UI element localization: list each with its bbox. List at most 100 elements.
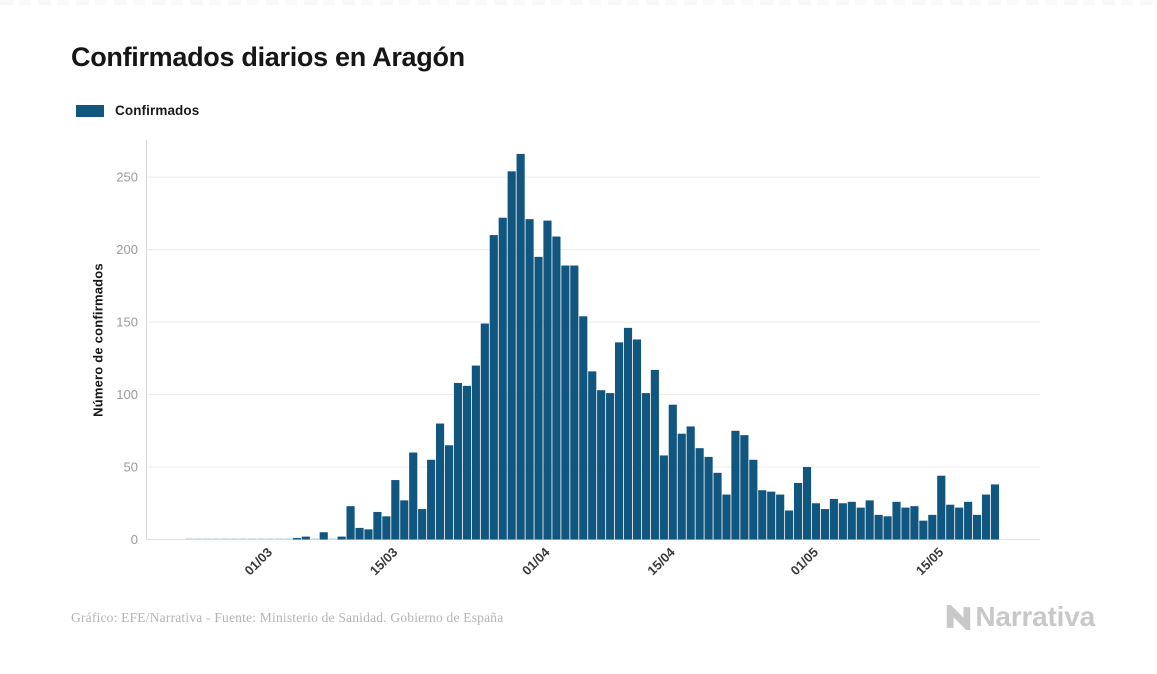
bar-12/05 — [910, 506, 919, 540]
bar-03/04 — [561, 265, 570, 540]
bar-14/04 — [659, 455, 668, 540]
bar-26/04 — [767, 491, 776, 540]
bar-26/02 — [230, 537, 239, 540]
bar-17/05 — [955, 507, 964, 540]
bar-07/04 — [597, 390, 606, 540]
y-tick-label-50: 50 — [124, 460, 138, 475]
bar-08/04 — [606, 393, 615, 540]
legend: Confirmados — [76, 103, 199, 118]
bar-29/04 — [794, 482, 803, 540]
bar-13/04 — [650, 369, 659, 540]
bar-20/05 — [981, 494, 991, 540]
bar-15/03 — [391, 480, 400, 540]
bar-27/03 — [498, 217, 507, 540]
legend-swatch — [76, 104, 104, 117]
bar-08/05 — [874, 514, 883, 540]
bar-05/03 — [301, 536, 310, 540]
bar-09/03 — [337, 536, 346, 540]
bar-16/03 — [400, 500, 409, 540]
y-tick-label-200: 200 — [116, 242, 138, 257]
bar-24/02 — [212, 537, 221, 540]
bar-17/03 — [409, 452, 418, 540]
bar-19/05 — [973, 514, 982, 540]
bar-23/03 — [462, 385, 471, 540]
bar-31/03 — [534, 256, 543, 540]
bar-14/03 — [382, 516, 391, 540]
bar-22/02 — [194, 537, 203, 540]
bar-06/05 — [856, 507, 865, 540]
bar-28/02 — [248, 537, 257, 540]
bar-26/03 — [489, 235, 498, 540]
y-tick-label-150: 150 — [116, 315, 138, 330]
bar-04/04 — [570, 265, 579, 540]
narrativa-n-icon — [947, 604, 971, 630]
bar-18/05 — [964, 501, 973, 540]
bar-28/04 — [785, 510, 794, 540]
chart-title: Confirmados diarios en Aragón — [71, 42, 465, 72]
bar-21/03 — [444, 445, 454, 540]
bar-10/03 — [346, 506, 355, 540]
bar-14/05 — [928, 514, 937, 540]
bar-19/04 — [704, 456, 713, 540]
bar-15/05 — [937, 475, 946, 540]
bar-25/03 — [480, 323, 489, 540]
brand-name: Narrativa — [975, 601, 1095, 632]
bar-12/04 — [641, 393, 650, 540]
brand-logo: Narrativa — [946, 601, 1095, 633]
bar-21/04 — [722, 494, 731, 540]
bar-25/04 — [758, 490, 767, 540]
bar-25/02 — [221, 537, 230, 540]
x-tick-label-15/04: 15/04 — [644, 544, 678, 578]
legend-label: Confirmados — [115, 103, 200, 118]
bar-11/04 — [632, 339, 642, 540]
bar-07/03 — [319, 532, 328, 540]
footer-credit: Gráfico: EFE/Narrativa - Fuente: Ministe… — [71, 610, 504, 625]
bar-06/03 — [310, 537, 319, 540]
bar-22/03 — [453, 382, 463, 540]
bar-20/03 — [436, 423, 445, 540]
bar-27/02 — [239, 537, 248, 540]
bar-02/05 — [820, 509, 829, 540]
bar-21/05 — [990, 484, 1000, 540]
bar-24/03 — [471, 365, 480, 540]
bar-05/04 — [579, 316, 588, 540]
x-tick-label-15/03: 15/03 — [367, 545, 401, 579]
bar-04/03 — [292, 538, 301, 540]
bar-01/03 — [265, 537, 275, 540]
bar-19/03 — [427, 459, 436, 540]
bar-03/05 — [829, 498, 838, 540]
bar-11/03 — [355, 527, 364, 540]
x-tick-label-01/04: 01/04 — [519, 544, 553, 578]
bar-29/03 — [516, 153, 525, 540]
bar-23/02 — [203, 537, 212, 540]
y-tick-label-100: 100 — [116, 387, 138, 402]
bar-02/03 — [274, 537, 284, 540]
y-axis-title: Número de confirmados — [90, 263, 106, 417]
x-tick-label-01/03: 01/03 — [242, 545, 276, 579]
bar-23/04 — [740, 435, 749, 540]
bar-11/05 — [901, 507, 910, 540]
bar-27/04 — [776, 494, 785, 540]
cropped-text-artifact — [0, 0, 1157, 5]
bar-03/03 — [283, 537, 292, 540]
bar-30/03 — [525, 219, 534, 540]
bar-10/04 — [623, 327, 633, 540]
bar-02/04 — [552, 236, 561, 540]
bar-22/04 — [731, 430, 740, 540]
bar-24/04 — [749, 459, 758, 540]
bar-21/02 — [185, 537, 194, 540]
bar-16/05 — [946, 504, 955, 540]
bar-16/04 — [677, 433, 686, 540]
x-tick-label-01/05: 01/05 — [787, 545, 821, 579]
bar-13/03 — [373, 511, 382, 540]
bar-13/05 — [919, 520, 928, 540]
x-tick-label-15/05: 15/05 — [913, 545, 947, 579]
bar-15/04 — [668, 404, 677, 540]
bar-09/04 — [615, 342, 624, 540]
bar-10/05 — [892, 501, 901, 540]
bar-09/05 — [883, 516, 892, 540]
bar-30/04 — [802, 467, 812, 540]
bar-07/05 — [865, 500, 874, 540]
bar-17/04 — [686, 426, 695, 540]
